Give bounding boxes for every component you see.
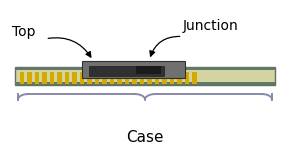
Bar bbox=[80, 72, 84, 84]
Bar bbox=[192, 72, 197, 84]
Bar bbox=[15, 67, 275, 70]
Bar bbox=[125, 72, 129, 84]
Bar bbox=[87, 72, 92, 84]
Bar bbox=[89, 66, 164, 76]
Bar bbox=[19, 72, 24, 84]
Bar bbox=[81, 61, 185, 78]
Bar bbox=[57, 72, 61, 84]
Bar bbox=[95, 72, 99, 84]
Bar bbox=[185, 72, 189, 84]
Bar bbox=[102, 72, 107, 84]
Bar bbox=[170, 72, 174, 84]
Bar bbox=[65, 72, 69, 84]
Bar bbox=[35, 72, 39, 84]
Bar bbox=[15, 81, 275, 85]
Bar bbox=[110, 72, 114, 84]
Bar bbox=[162, 72, 167, 84]
Bar bbox=[132, 72, 137, 84]
Bar bbox=[136, 66, 161, 74]
Bar bbox=[140, 72, 144, 84]
Bar bbox=[42, 72, 47, 84]
Text: Junction: Junction bbox=[182, 19, 238, 33]
Bar bbox=[27, 72, 32, 84]
Bar bbox=[177, 72, 182, 84]
Bar bbox=[147, 72, 152, 84]
Bar bbox=[72, 72, 77, 84]
Text: Case: Case bbox=[126, 130, 164, 145]
Bar bbox=[15, 67, 275, 85]
Bar bbox=[117, 72, 122, 84]
Text: Top: Top bbox=[12, 25, 36, 39]
Bar bbox=[155, 72, 159, 84]
Bar bbox=[50, 72, 54, 84]
